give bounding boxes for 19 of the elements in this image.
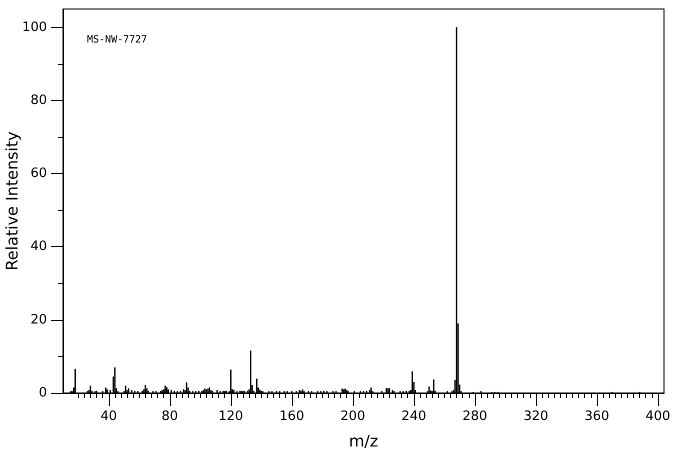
y-tick-label: 80 (30, 92, 47, 108)
x-tick-label: 240 (401, 409, 426, 424)
annotation: MS-NW-7727 (87, 34, 148, 46)
x-tick-label: 200 (340, 409, 366, 424)
x-tick-label: 120 (218, 409, 244, 424)
y-tick-label: 20 (30, 312, 47, 328)
x-axis-title: m/z (348, 432, 378, 450)
x-tick-label: 360 (584, 409, 610, 424)
x-tick-label: 160 (279, 409, 304, 424)
y-tick-label: 0 (38, 386, 47, 400)
y-axis-title: Relative Intensity (2, 131, 22, 271)
y-tick-label: 100 (22, 20, 47, 35)
y-tick-label: 60 (30, 166, 47, 182)
x-tick-label: 400 (645, 409, 670, 424)
x-tick-label: 280 (462, 409, 488, 424)
x-tick-label: 320 (523, 409, 548, 424)
x-tick-label: 80 (162, 409, 178, 424)
y-tick-label: 40 (30, 239, 47, 254)
x-tick-label: 40 (100, 409, 118, 424)
